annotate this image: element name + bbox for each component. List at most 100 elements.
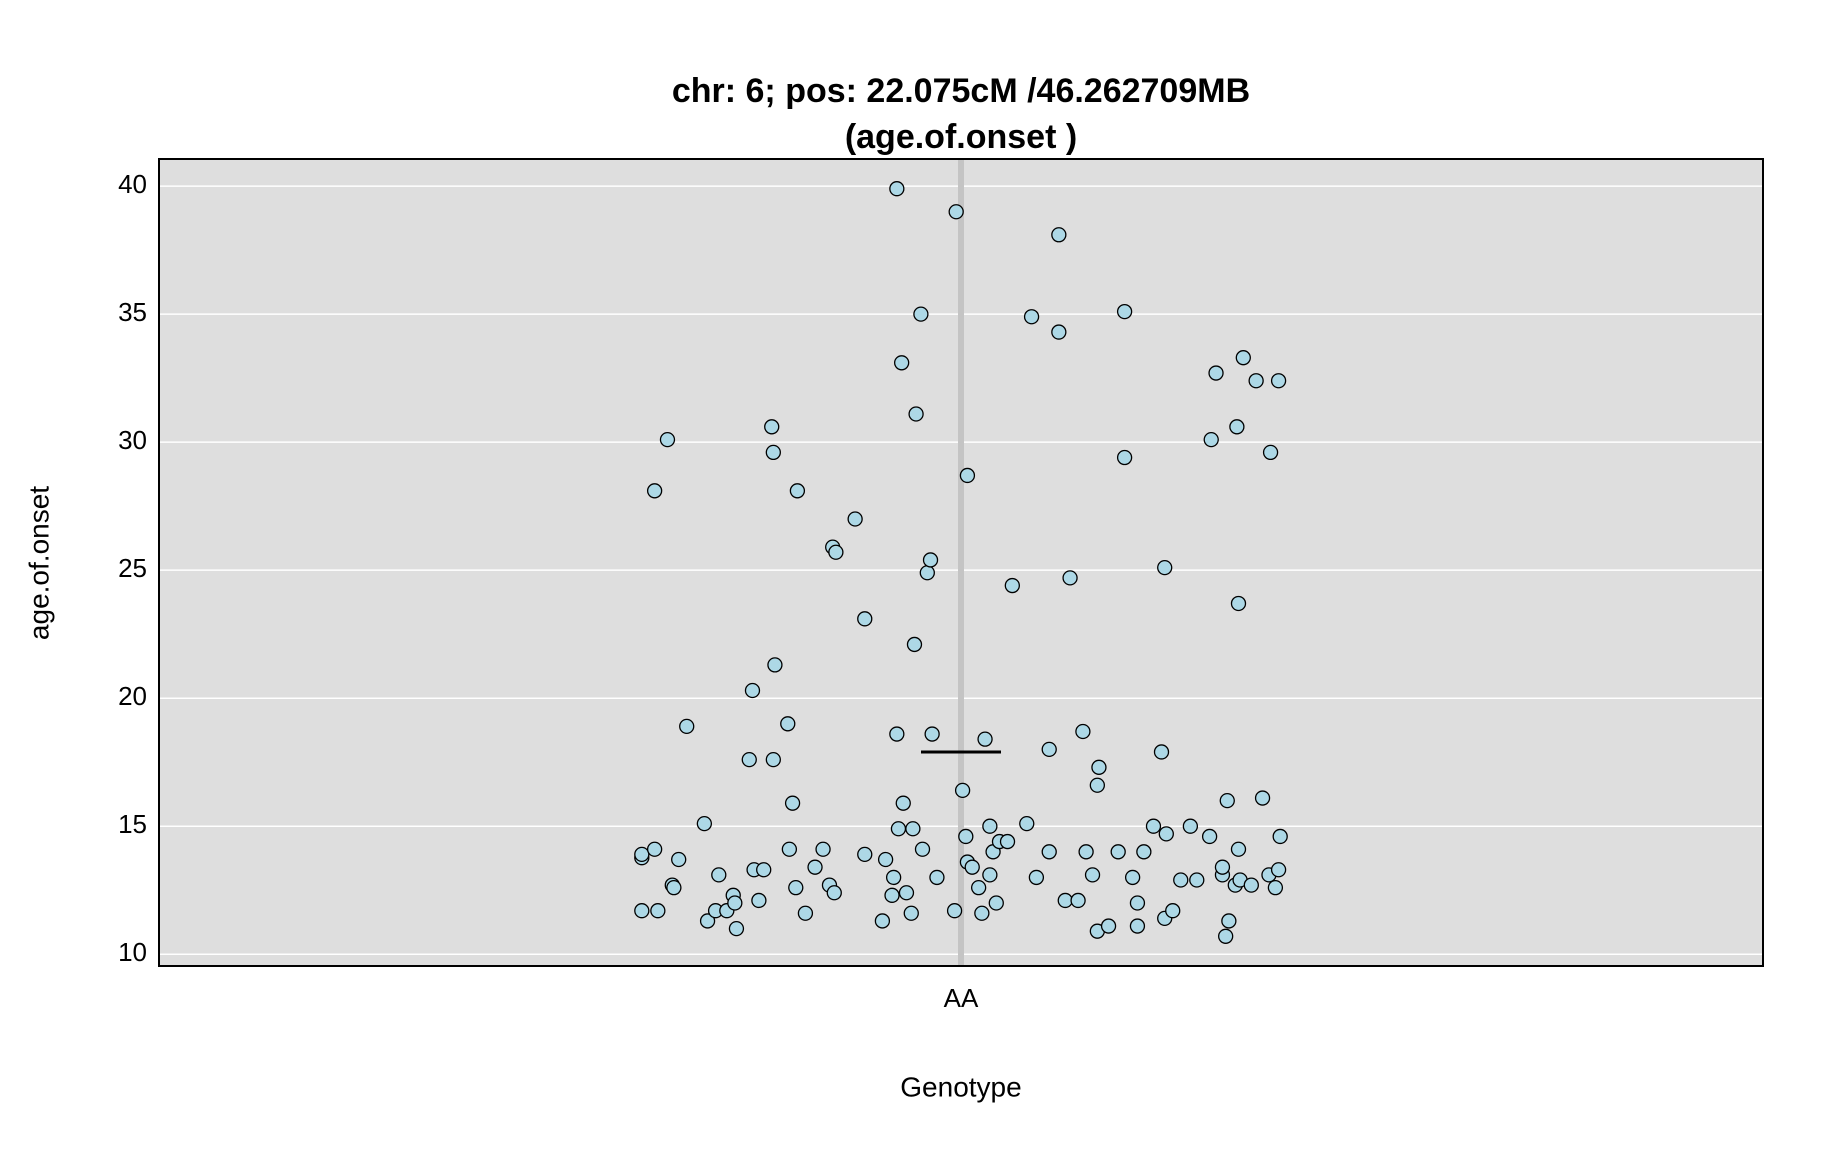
point bbox=[741, 751, 757, 768]
point bbox=[877, 851, 894, 868]
point bbox=[756, 862, 772, 878]
point bbox=[884, 887, 900, 903]
point bbox=[1084, 867, 1101, 883]
point bbox=[1214, 859, 1231, 875]
chart-title: (age.of.onset ) bbox=[845, 118, 1077, 156]
point bbox=[1235, 350, 1251, 366]
point bbox=[1208, 365, 1224, 381]
point bbox=[634, 903, 650, 919]
point bbox=[1129, 895, 1146, 911]
point bbox=[1270, 862, 1287, 878]
point bbox=[781, 841, 798, 857]
point bbox=[889, 726, 905, 742]
point bbox=[1078, 844, 1094, 860]
point bbox=[646, 483, 663, 499]
point bbox=[788, 880, 804, 896]
point bbox=[696, 815, 713, 832]
point bbox=[646, 841, 663, 857]
point bbox=[908, 406, 924, 422]
point bbox=[1136, 844, 1152, 860]
point bbox=[728, 920, 745, 937]
point bbox=[789, 483, 806, 499]
point bbox=[948, 204, 964, 220]
point bbox=[1116, 303, 1133, 320]
point bbox=[650, 903, 666, 919]
point bbox=[959, 467, 976, 484]
point bbox=[857, 611, 873, 627]
y-tick-label: 10 bbox=[118, 937, 147, 967]
point bbox=[919, 565, 935, 581]
point bbox=[1089, 777, 1105, 793]
point bbox=[1272, 828, 1288, 845]
point bbox=[1230, 595, 1247, 612]
point bbox=[1153, 744, 1170, 760]
point bbox=[671, 851, 687, 868]
point bbox=[903, 905, 919, 921]
point bbox=[1145, 818, 1162, 834]
point bbox=[1203, 431, 1219, 448]
point bbox=[1100, 918, 1117, 934]
point bbox=[1157, 559, 1173, 576]
y-tick-label: 15 bbox=[118, 809, 147, 839]
point bbox=[929, 869, 945, 886]
point bbox=[699, 913, 716, 929]
point bbox=[982, 818, 998, 834]
point bbox=[894, 355, 910, 371]
point bbox=[974, 905, 990, 921]
point bbox=[847, 511, 863, 527]
point bbox=[659, 431, 676, 448]
point bbox=[988, 895, 1004, 911]
point bbox=[1023, 309, 1040, 325]
point bbox=[922, 552, 939, 568]
point bbox=[1173, 872, 1189, 888]
point bbox=[767, 657, 783, 673]
point bbox=[1124, 869, 1141, 886]
point bbox=[807, 859, 823, 875]
point bbox=[1201, 828, 1218, 845]
point bbox=[1070, 892, 1086, 909]
point bbox=[1165, 903, 1181, 919]
point bbox=[1221, 913, 1237, 929]
y-axis-label: age.of.onset bbox=[23, 486, 54, 640]
point bbox=[780, 716, 796, 732]
point bbox=[1019, 815, 1035, 832]
point bbox=[913, 306, 929, 322]
y-tick-label: 35 bbox=[118, 297, 147, 327]
plot-border bbox=[158, 158, 1764, 967]
point bbox=[1129, 918, 1146, 934]
point bbox=[895, 795, 911, 811]
point bbox=[906, 636, 923, 653]
point bbox=[964, 859, 980, 875]
point bbox=[1219, 792, 1235, 809]
point bbox=[1158, 826, 1174, 842]
point bbox=[1057, 892, 1073, 909]
point bbox=[1051, 227, 1067, 243]
point bbox=[1041, 741, 1057, 758]
chart-title: chr: 6; pos: 22.075cM /46.262709MB bbox=[672, 72, 1250, 110]
point bbox=[815, 841, 831, 857]
point bbox=[711, 867, 727, 883]
y-tick-label: 20 bbox=[118, 681, 147, 711]
point bbox=[751, 892, 767, 909]
point bbox=[727, 895, 743, 911]
point bbox=[744, 682, 761, 699]
point bbox=[1028, 869, 1045, 886]
point bbox=[1243, 877, 1259, 893]
point bbox=[679, 718, 695, 735]
point bbox=[1248, 373, 1264, 389]
point bbox=[982, 867, 998, 883]
point bbox=[1262, 444, 1279, 461]
point bbox=[914, 841, 931, 857]
point bbox=[1254, 790, 1271, 806]
point bbox=[826, 885, 842, 901]
y-tick-label: 40 bbox=[118, 169, 147, 199]
point bbox=[924, 726, 940, 742]
point bbox=[889, 181, 905, 197]
point bbox=[765, 444, 781, 461]
point bbox=[946, 903, 963, 919]
point bbox=[958, 828, 974, 845]
point bbox=[977, 731, 993, 747]
point bbox=[1075, 723, 1091, 740]
